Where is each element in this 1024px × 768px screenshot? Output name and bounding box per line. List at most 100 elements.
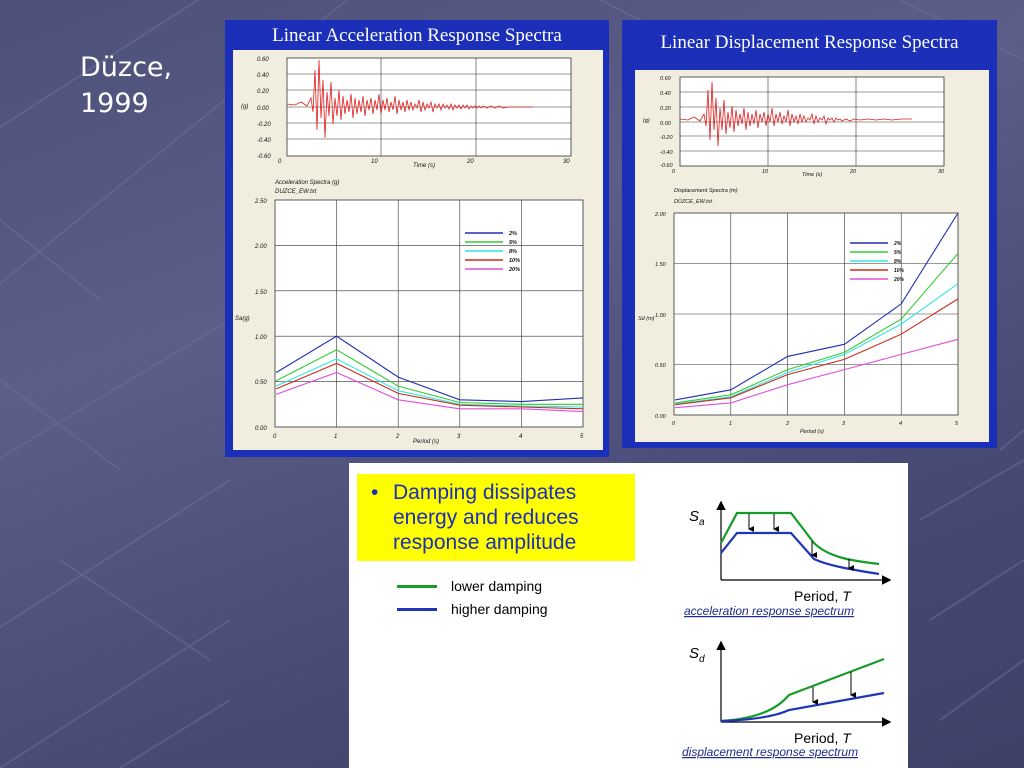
acc-xtick: 0 <box>273 434 277 440</box>
acceleration-panel-plots: 0.60 0.40 0.20 0.00 -0.20 -0.40 -0.60 (g… <box>235 57 584 445</box>
disp-xtick: 0 <box>672 421 676 427</box>
acc-xtick: 5 <box>580 434 584 440</box>
acc-xtick: 2 <box>395 434 400 440</box>
disp-ytick: 0.00 <box>655 414 667 420</box>
bullet-line: Damping dissipates <box>393 481 577 504</box>
legend-label: 2% <box>893 241 902 247</box>
legend-higher-damping: higher damping <box>397 601 548 617</box>
legend-label: 10% <box>894 268 905 274</box>
legend-label: 2% <box>508 231 517 237</box>
concept-sketches: Sa Period, T acceleration response spect… <box>682 500 892 759</box>
th-ytick: 0.40 <box>257 73 269 79</box>
spectrum-curve-20pct <box>276 371 584 413</box>
dth-ylabel: (g) <box>643 118 650 124</box>
slide-title-line2: 1999 <box>80 88 149 119</box>
sd-reduction-arrows <box>812 672 856 705</box>
legend-label: 8% <box>894 259 902 265</box>
acc-ytick: 2.50 <box>254 199 267 205</box>
th-xtick: 0 <box>278 159 282 165</box>
disp-ytick: 2.00 <box>654 212 667 218</box>
displacement-panel-plots: 0.60 0.40 0.20 0.00 -0.20 -0.40 -0.60 (g… <box>638 76 959 435</box>
disp-xtick: 5 <box>955 421 959 427</box>
spectrum-curve-2pct <box>275 335 584 403</box>
accel-spectra-grid <box>275 200 583 427</box>
sd-axis-label: Sd <box>689 645 705 665</box>
legend-label: 5% <box>509 240 517 246</box>
acc-ylabel: Sa(g) <box>235 316 250 322</box>
spectrum-curve-8pct <box>675 283 959 405</box>
disp-time-history-grid <box>680 77 944 166</box>
sa-reduction-arrows <box>748 514 854 571</box>
acc-ytick: 1.50 <box>255 290 267 296</box>
spectrum-curve-10pct <box>275 362 584 410</box>
sd-lower-damping-curve <box>720 657 885 723</box>
disp-xlabel: Period (s) <box>800 429 824 435</box>
displacement-sketch: Sd Period, T displacement response spect… <box>682 640 892 759</box>
spectrum-curve-2pct <box>675 212 959 401</box>
disp-time-history-trace <box>679 81 912 147</box>
acceleration-sketch: Sa Period, T acceleration response spect… <box>684 500 892 618</box>
sa-caption: acceleration response spectrum <box>684 604 854 618</box>
th-ytick: -0.40 <box>257 138 271 144</box>
disp-ytick: 0.50 <box>655 363 667 369</box>
sd-period-label: Period, T <box>794 730 852 746</box>
legend-label: lower damping <box>451 578 543 594</box>
dth-ytick: -0.20 <box>660 135 673 141</box>
acc-ytick: 0.50 <box>255 380 267 386</box>
accel-spectra-curves <box>275 335 584 413</box>
accel-spectra-legend: 2% 5% 8% 10% 20% <box>465 231 520 273</box>
sa-period-label: Period, T <box>794 588 852 604</box>
acc-ytick: 2.00 <box>254 244 267 250</box>
spectrum-curve-8pct <box>275 358 584 408</box>
th-xtick: 10 <box>371 159 378 165</box>
legend-label: 20% <box>508 267 520 273</box>
dth-ytick: 0.40 <box>660 91 672 97</box>
spectrum-curve-5pct <box>675 253 959 404</box>
legend-label: 10% <box>509 258 520 264</box>
bullet-line: response amplitude <box>393 531 577 554</box>
dth-xtick: 20 <box>849 169 857 175</box>
legend-swatch-green <box>397 584 437 588</box>
sa-lower-damping-curve <box>720 511 880 566</box>
dth-xtick: 30 <box>938 169 945 175</box>
acc-xtick: 1 <box>334 434 337 440</box>
acc-xlabel: Period (s) <box>413 439 439 445</box>
accel-spectra-labels: 2.50 2.00 1.50 1.00 0.50 0.00 Sa(g) 0 1 … <box>235 199 584 445</box>
th-xtick: 30 <box>563 159 570 165</box>
sd-caption: displacement response spectrum <box>682 745 858 759</box>
spectrum-curve-10pct <box>675 298 959 406</box>
dth-ytick: -0.60 <box>660 163 673 169</box>
legend-label: 20% <box>893 277 905 283</box>
legend-label: higher damping <box>451 601 548 617</box>
acceleration-panel-title: Linear Acceleration Response Spectra <box>272 25 562 46</box>
acc-ytick: 0.00 <box>255 426 267 432</box>
disp-spectra-legend: 2% 5% 8% 10% 20% <box>850 241 905 283</box>
disp-xtick: 3 <box>842 421 846 427</box>
disp-spectra-curves <box>675 212 959 409</box>
spectrum-curve-20pct <box>675 338 959 409</box>
disp-ylabel: Sd (m) <box>638 316 655 322</box>
spectrum-curve-5pct <box>275 349 583 405</box>
accel-spectra-frame <box>274 199 584 428</box>
acc-xtick: 3 <box>457 434 461 440</box>
displacement-panel-title: Linear Displacement Response Spectra <box>660 32 959 53</box>
th-xtick: 20 <box>466 159 474 165</box>
acc-ytick: 1.00 <box>255 335 267 341</box>
sa-higher-damping-curve <box>720 531 880 576</box>
disp-xtick: 2 <box>785 421 789 427</box>
dth-ytick: -0.40 <box>660 150 673 156</box>
bullet-marker: • <box>371 481 379 504</box>
time-history-grid <box>287 58 571 156</box>
sa-axis-label: Sa <box>689 508 705 528</box>
accel-spectra-header: Acceleration Spectra (g) <box>274 180 339 186</box>
time-history-labels: 0.60 0.40 0.20 0.00 -0.20 -0.40 -0.60 (g… <box>241 57 570 195</box>
acceleration-spectra-panel: Linear Acceleration Response Spectra 0.6… <box>225 20 609 457</box>
disp-spectra-file: DÜZCE_EW.txt <box>674 198 712 205</box>
th-ytick: -0.20 <box>257 122 271 128</box>
th-ytick: 0.20 <box>257 89 269 95</box>
disp-xtick: 1 <box>729 421 732 427</box>
disp-time-history-labels: 0.60 0.40 0.20 0.00 -0.20 -0.40 -0.60 (g… <box>643 76 945 205</box>
th-ytick: 0.00 <box>257 106 269 112</box>
disp-spectra-grid <box>674 213 958 415</box>
